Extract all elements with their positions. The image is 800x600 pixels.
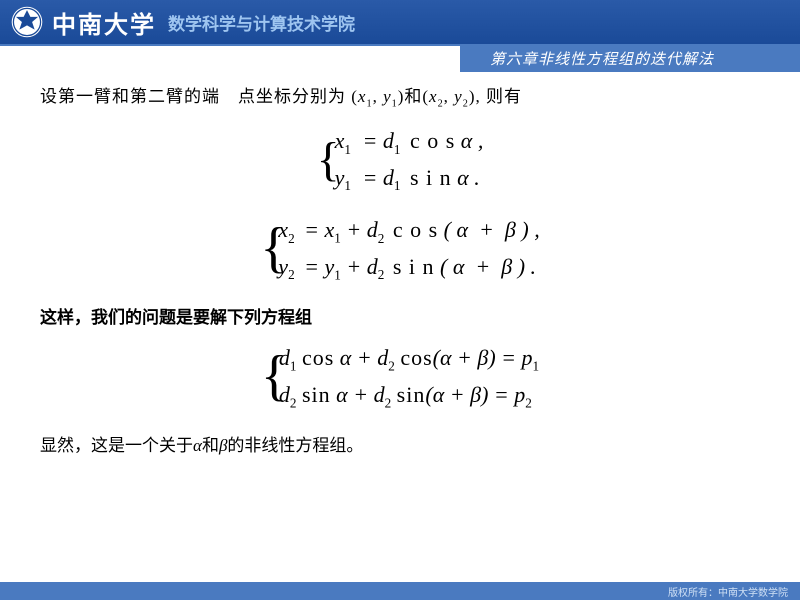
conclusion-mid: 和 [202,436,219,455]
brace-icon: { [260,212,274,285]
chapter-bar: 第六章非线性方程组的迭代解法 [0,46,800,72]
eq2-line2: y2 = y1 + d2 s i n ( α + β ) . [278,249,539,286]
header-bar: 中南大学 数学科学与计算技术学院 [0,0,800,46]
university-name: 中南大学 [52,5,156,40]
alpha-symbol: α [193,436,202,455]
equation-system-2: { x2 = x1 + d2 c o s ( α + β ) , y2 = y1… [40,212,760,285]
eq1-line1: x1 = d1 c o s α , [335,123,484,160]
footer-bar: 版权所有：中南大学数学院 [0,582,800,600]
equation-system-3: { d1 cos α + d2 cos(α + β) = p1 d2 sin α… [40,340,760,413]
intro-mid: )和( [398,87,429,106]
eq2-line1: x2 = x1 + d2 c o s ( α + β ) , [278,212,539,249]
equation-system-1: { x1 = d1 c o s α , y1 = d1 s i n α . [40,123,760,196]
university-logo [10,5,44,39]
conclusion-post: 的非线性方程组。 [227,436,363,455]
slide-content: 设第一臂和第二臂的端 点坐标分别为 (x1, y1)和(x2, y2), 则有 … [0,72,800,456]
transition-text: 这样，我们的问题是要解下列方程组 [40,303,760,328]
conclusion-pre: 显然，这是一个关于 [40,436,193,455]
brace-icon: { [261,340,275,413]
eq3-line1: d1 cos α + d2 cos(α + β) = p1 [279,340,539,377]
intro-pre: 设第一臂和第二臂的端 点坐标分别为 ( [40,87,358,106]
chapter-title: 第六章非线性方程组的迭代解法 [460,46,800,72]
copyright-text: 版权所有：中南大学数学院 [668,588,788,599]
department-name: 数学科学与计算技术学院 [168,10,355,35]
conclusion-text: 显然，这是一个关于α和β的非线性方程组。 [40,431,760,456]
intro-text: 设第一臂和第二臂的端 点坐标分别为 (x1, y1)和(x2, y2), 则有 [40,82,760,109]
brace-icon: { [317,123,331,196]
intro-post: ), 则有 [469,87,522,106]
eq3-line2: d2 sin α + d2 sin(α + β) = p2 [279,377,539,414]
eq1-line2: y1 = d1 s i n α . [335,160,484,197]
